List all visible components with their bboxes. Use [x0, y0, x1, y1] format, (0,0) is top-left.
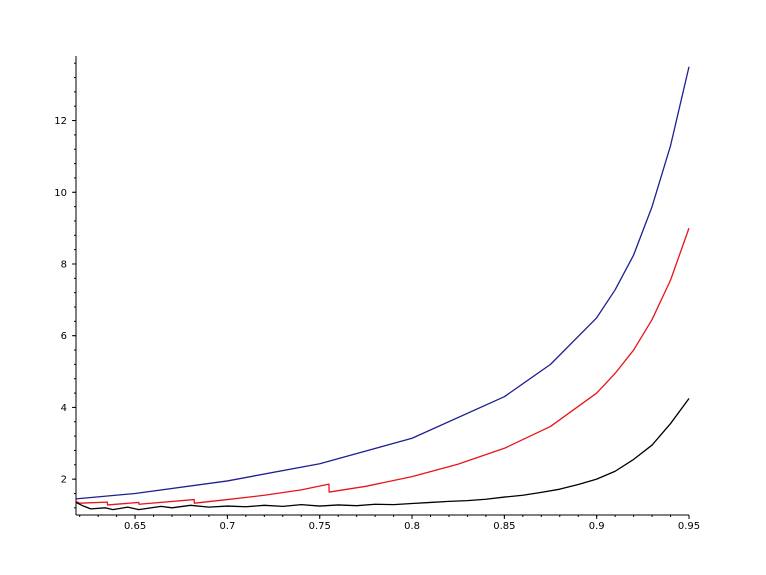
- x-tick-label: 0.9: [589, 521, 605, 532]
- y-tick-label: 4: [61, 403, 67, 414]
- y-tick-label: 8: [61, 259, 67, 270]
- x-tick-label: 0.65: [124, 521, 146, 532]
- x-tick-label: 0.75: [309, 521, 331, 532]
- series-line-1: [75, 66, 690, 500]
- x-tick-label: 0.8: [404, 521, 420, 532]
- x-tick-label: 0.7: [219, 521, 235, 532]
- axes-layer: [74, 56, 690, 517]
- y-tick-label: 2: [61, 475, 67, 486]
- x-tick-label: 0.95: [678, 521, 700, 532]
- series-line-3: [75, 398, 690, 511]
- y-tick-label: 6: [61, 331, 67, 342]
- series-line-2: [75, 227, 690, 506]
- x-tick-label: 0.85: [493, 521, 515, 532]
- y-tick-label: 10: [54, 188, 67, 199]
- y-tick-label: 12: [54, 116, 67, 127]
- series-layer: [75, 66, 690, 511]
- ticks-layer: 2 4 6 8 10 12 0.65 0.7 0.75 0.8 0.85 0.9 0.95: [54, 116, 700, 532]
